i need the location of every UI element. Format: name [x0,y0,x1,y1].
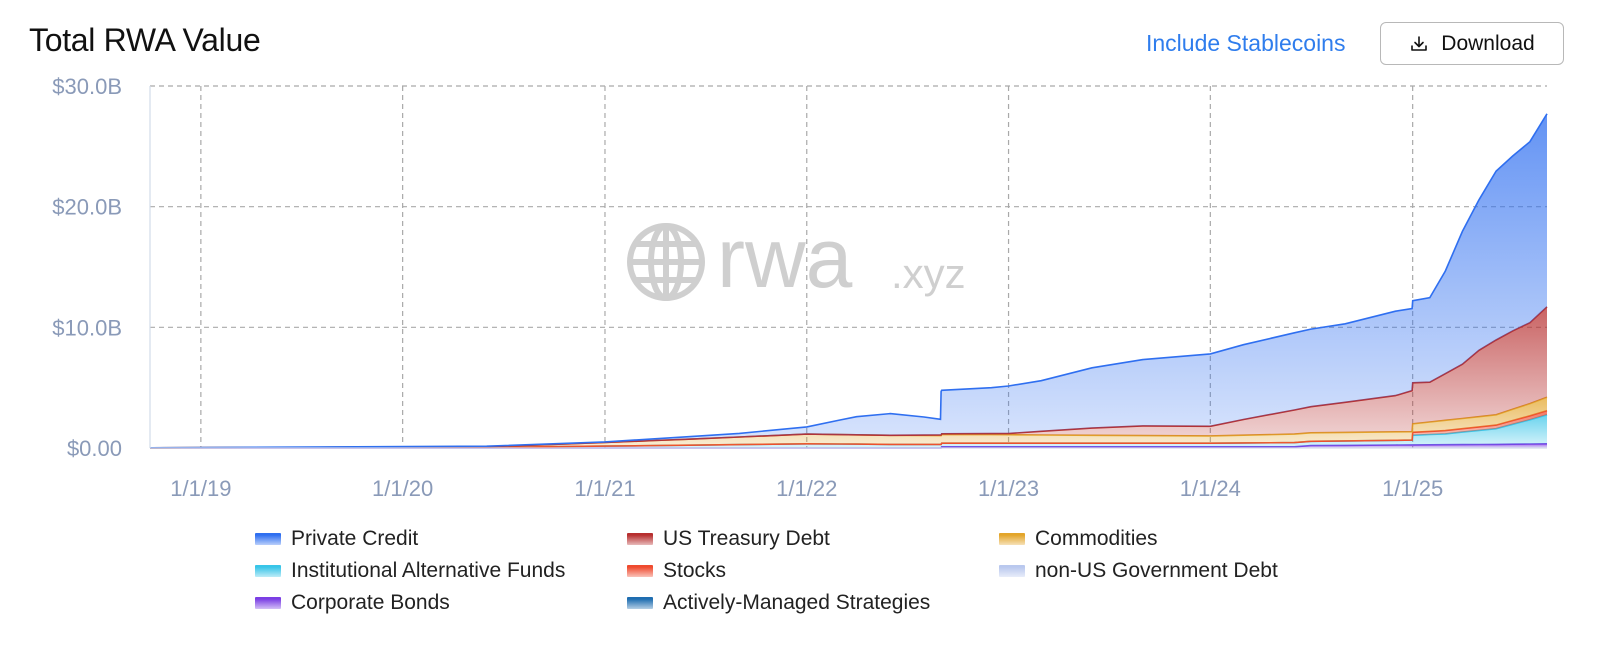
globe-icon [627,223,705,301]
chart-areas [149,113,1548,449]
y-tick-label: $10.0B [52,315,122,340]
legend-label: Institutional Alternative Funds [291,559,566,582]
legend-item-actively-managed-strategies[interactable]: Actively-Managed Strategies [627,591,930,615]
chart-title: Total RWA Value [29,22,261,58]
legend-item-corporate-bonds[interactable]: Corporate Bonds [255,591,450,615]
legend-label: Corporate Bonds [291,591,450,614]
chart-axes: $0.00 $10.0B $20.0B $30.0B 1/1/19 1/1/20 1/1/2… [52,74,1547,501]
legend-swatch [999,533,1025,545]
x-tick-label: 1/1/25 [1382,476,1443,501]
x-tick-label: 1/1/20 [372,476,433,501]
watermark-text-suffix: .xyz [891,250,966,297]
legend-swatch [999,565,1025,577]
legend-label: Stocks [663,559,727,582]
legend-item-private-credit[interactable]: Private Credit [255,527,418,551]
legend-label: Commodities [1035,527,1158,550]
legend-item-commodities[interactable]: Commodities [999,527,1158,551]
legend-item-institutional-alternative-funds[interactable]: Institutional Alternative Funds [255,559,565,583]
line-private-credit [149,113,1548,449]
legend-item-us-treasury-debt[interactable]: US Treasury Debt [627,527,830,551]
x-tick-label: 1/1/19 [170,476,231,501]
area-private-credit [150,113,1547,448]
area-institutional-alternative-funds [150,414,1547,448]
download-button-label: Download [1441,31,1535,55]
area-commodities [150,397,1547,448]
legend-label: non-US Government Debt [1035,559,1278,582]
legend-swatch [255,597,281,609]
legend-label: US Treasury Debt [663,527,830,550]
y-tick-label: $20.0B [52,195,122,220]
legend-label: Private Credit [291,527,419,550]
legend-label: Actively-Managed Strategies [663,591,931,614]
x-tick-label: 1/1/22 [776,476,837,501]
legend-item-non-us-government-debt[interactable]: non-US Government Debt [999,559,1278,583]
legend-swatch [627,533,653,545]
x-tick-label: 1/1/24 [1180,476,1241,501]
legend-swatch [627,597,653,609]
rwa-area-chart: rwa .xyz $0.00 $10.0B $20.0B $30.0B 1/1/19 1/… [52,74,1548,501]
legend-swatch [627,565,653,577]
legend-swatch [255,533,281,545]
download-button[interactable]: Download [1380,22,1564,65]
legend-swatch [255,565,281,577]
x-tick-label: 1/1/21 [574,476,635,501]
y-tick-label: $30.0B [52,74,122,99]
x-tick-label: 1/1/23 [978,476,1039,501]
legend-item-stocks[interactable]: Stocks [627,559,726,583]
watermark-text-main: rwa [717,211,853,305]
watermark: rwa .xyz [627,211,966,305]
download-icon [1411,35,1428,51]
include-stablecoins-toggle[interactable]: Include Stablecoins [1146,30,1346,56]
y-tick-label: $0.00 [67,436,122,461]
